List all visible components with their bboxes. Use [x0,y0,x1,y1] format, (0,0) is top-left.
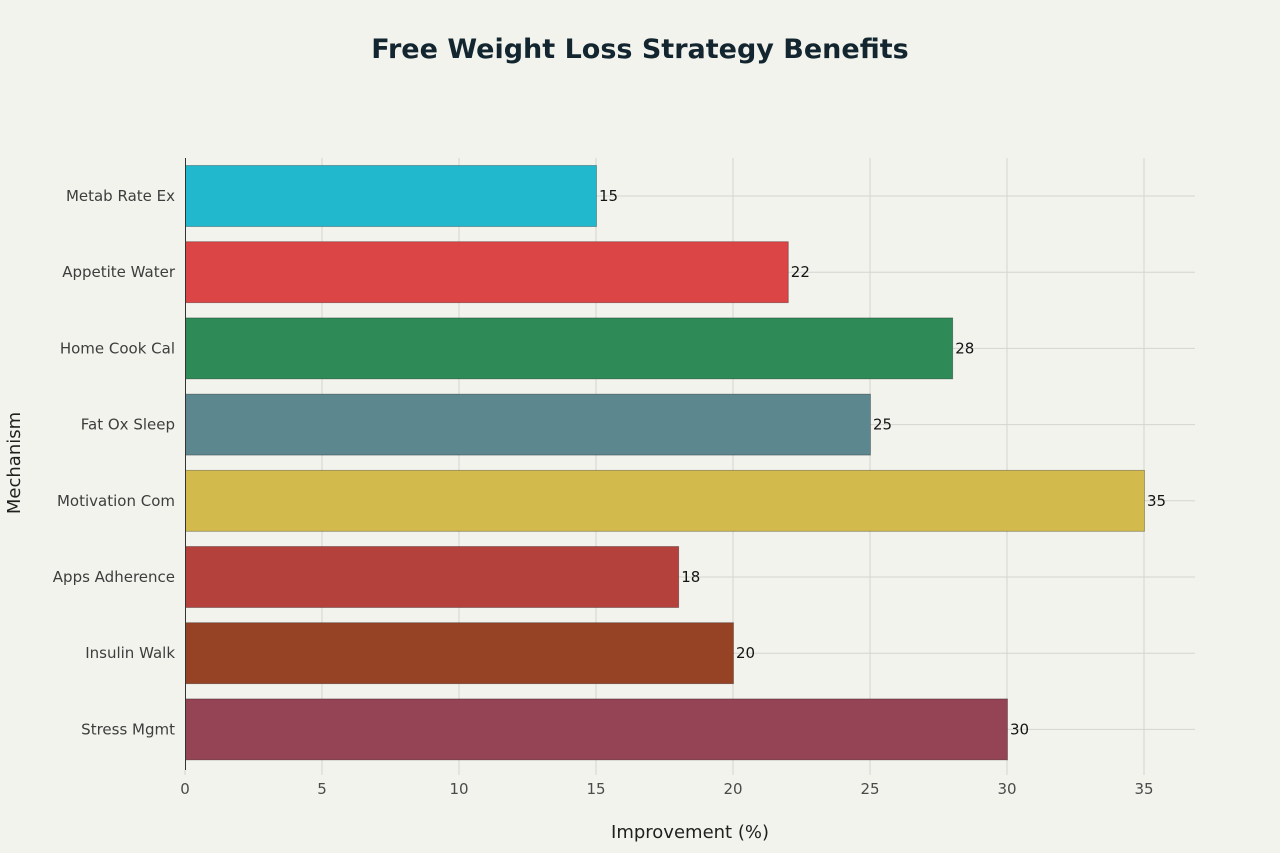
bar[interactable] [185,546,680,608]
category-label: Apps Adherence [53,568,175,586]
category-label: Insulin Walk [85,644,175,662]
category-label: Home Cook Cal [60,339,175,357]
bar[interactable] [185,393,871,456]
data-label: 28 [955,339,974,357]
data-label: 20 [736,644,755,662]
chart-title: Free Weight Loss Strategy Benefits [371,34,909,65]
x-tick-label: 25 [860,780,879,798]
category-label: Metab Rate Ex [66,187,175,205]
x-tick-label: 30 [997,780,1016,798]
x-tick-label: 15 [586,780,605,798]
bars [185,165,1145,761]
bar[interactable] [185,622,734,685]
bar[interactable] [185,241,789,304]
y-axis-title: Mechanism [4,412,25,514]
data-label: 22 [791,263,810,281]
bar[interactable] [185,165,597,227]
data-label: 25 [873,416,892,434]
data-label: 35 [1147,492,1166,510]
bar[interactable] [185,698,1008,761]
data-label: 15 [599,187,618,205]
category-label: Motivation Com [57,492,175,510]
category-label: Appetite Water [62,263,176,281]
bar[interactable] [185,469,1145,532]
bar[interactable] [185,317,954,380]
category-label: Fat Ox Sleep [81,416,175,434]
x-axis-title: Improvement (%) [611,822,769,843]
labels: 0 5 10 15 20 25 30 35 Metab Rate Ex 15 Appetite Wa… [53,187,1166,798]
x-tick-label: 0 [180,780,190,798]
x-tick-label: 35 [1134,780,1153,798]
x-tick-label: 10 [449,780,468,798]
data-label: 18 [681,568,700,586]
category-label: Stress Mgmt [81,720,175,738]
x-tick-label: 5 [317,780,327,798]
x-tick-label: 20 [723,780,742,798]
data-label: 30 [1010,720,1029,738]
